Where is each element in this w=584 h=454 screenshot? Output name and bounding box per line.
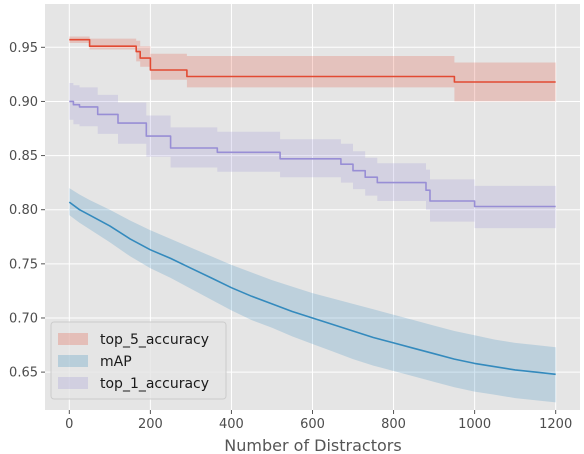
y-tick-label: 0.80: [9, 203, 38, 218]
y-tick-label: 0.75: [9, 257, 38, 272]
map-band: [69, 188, 556, 403]
top-5-accuracy-band: [69, 36, 556, 102]
legend-label: mAP: [100, 354, 132, 370]
y-tick-label: 0.90: [9, 95, 38, 110]
map-line: [68, 201, 556, 376]
confidence-bands: [69, 36, 556, 403]
y-axis-ticks: 0.65 0.70 0.75 0.80 0.85 0.90 0.95: [9, 41, 45, 381]
legend: top_5_accuracy mAP top_1_accuracy: [50, 321, 227, 400]
y-tick-label: 0.70: [9, 311, 38, 326]
x-tick-label: 1000: [458, 417, 491, 432]
x-tick-label: 200: [138, 417, 163, 432]
legend-swatch: [58, 377, 88, 389]
x-axis-ticks: 0 200 400 600 800 1000 1200: [65, 410, 572, 432]
legend-swatch: [58, 333, 88, 345]
y-tick-label: 0.65: [9, 366, 38, 381]
legend-swatch: [58, 355, 88, 367]
y-tick-label: 0.95: [9, 41, 38, 56]
x-tick-label: 400: [219, 417, 244, 432]
legend-box: [50, 321, 227, 400]
top-5-accuracy-line: [69, 38, 556, 83]
x-axis-title: Number of Distractors: [224, 436, 401, 454]
x-tick-label: 1200: [539, 417, 572, 432]
x-tick-label: 0: [65, 417, 73, 432]
legend-label: top_1_accuracy: [100, 376, 209, 392]
y-tick-label: 0.85: [9, 149, 38, 164]
top-1-accuracy-line: [69, 100, 556, 208]
x-tick-label: 800: [381, 417, 406, 432]
x-tick-label: 600: [300, 417, 325, 432]
top-1-accuracy-band: [69, 83, 556, 229]
legend-label: top_5_accuracy: [100, 332, 209, 348]
series-lines: [68, 38, 556, 376]
